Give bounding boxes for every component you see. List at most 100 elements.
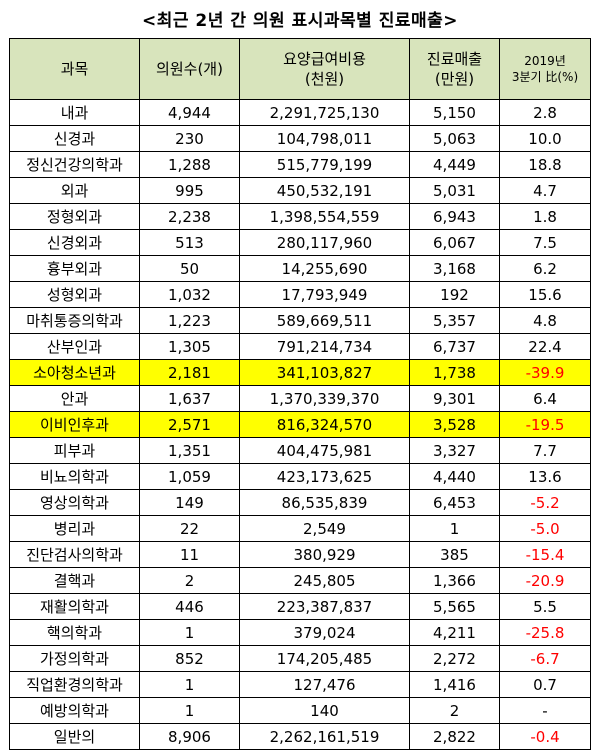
cell-clinics: 513	[139, 229, 240, 256]
cell-ratio: 5.5	[499, 593, 591, 620]
cell-revenue: 5,031	[409, 177, 500, 204]
cell-dept: 정형외과	[9, 203, 140, 230]
cell-benefit: 589,669,511	[239, 307, 410, 334]
header-ratio: 2019년 3분기 比(%)	[499, 38, 591, 100]
cell-revenue: 4,449	[409, 151, 500, 178]
cell-clinics: 1,223	[139, 307, 240, 334]
cell-ratio: 18.8	[499, 151, 591, 178]
cell-benefit: 140	[239, 697, 410, 724]
table-row: 직업환경의학과 1 127,476 1,416 0.7	[9, 671, 591, 698]
cell-benefit: 515,779,199	[239, 151, 410, 178]
cell-clinics: 4,944	[139, 99, 240, 126]
cell-dept: 마취통증의학과	[9, 307, 140, 334]
cell-dept: 피부과	[9, 437, 140, 464]
cell-ratio: 6.4	[499, 385, 591, 412]
table-row: 흉부외과 50 14,255,690 3,168 6.2	[9, 255, 591, 282]
cell-revenue: 6,737	[409, 333, 500, 360]
cell-clinics: 22	[139, 515, 240, 542]
cell-benefit: 2,549	[239, 515, 410, 542]
cell-clinics: 2,238	[139, 203, 240, 230]
table-row: 성형외과 1,032 17,793,949 192 15.6	[9, 281, 591, 308]
cell-revenue: 5,063	[409, 125, 500, 152]
cell-benefit: 404,475,981	[239, 437, 410, 464]
table-row: 정형외과 2,238 1,398,554,559 6,943 1.8	[9, 203, 591, 230]
cell-ratio: 4.7	[499, 177, 591, 204]
cell-dept: 병리과	[9, 515, 140, 542]
cell-dept: 안과	[9, 385, 140, 412]
cell-ratio: 10.0	[499, 125, 591, 152]
cell-clinics: 2,181	[139, 359, 240, 386]
cell-dept: 결핵과	[9, 567, 140, 594]
header-benefit: 요양급여비용 (천원)	[239, 38, 410, 100]
cell-revenue: 1,738	[409, 359, 500, 386]
cell-benefit: 791,214,734	[239, 333, 410, 360]
revenue-table: 과목 의원수(개) 요양급여비용 (천원) 진료매출 (만원) 2019년 3분기 比…	[9, 38, 591, 750]
cell-dept: 신경과	[9, 125, 140, 152]
cell-revenue: 6,943	[409, 203, 500, 230]
cell-benefit: 223,387,837	[239, 593, 410, 620]
cell-ratio: 2.8	[499, 99, 591, 126]
cell-dept: 외과	[9, 177, 140, 204]
table-row: 신경외과 513 280,117,960 6,067 7.5	[9, 229, 591, 256]
cell-benefit: 127,476	[239, 671, 410, 698]
cell-benefit: 1,398,554,559	[239, 203, 410, 230]
cell-revenue: 4,211	[409, 619, 500, 646]
cell-dept: 핵의학과	[9, 619, 140, 646]
cell-clinics: 8,906	[139, 723, 240, 750]
cell-revenue: 6,453	[409, 489, 500, 516]
cell-benefit: 245,805	[239, 567, 410, 594]
cell-revenue: 192	[409, 281, 500, 308]
cell-benefit: 17,793,949	[239, 281, 410, 308]
cell-ratio: 4.8	[499, 307, 591, 334]
cell-dept: 예방의학과	[9, 697, 140, 724]
cell-ratio: -39.9	[499, 359, 591, 386]
table-row: 신경과 230 104,798,011 5,063 10.0	[9, 125, 591, 152]
cell-benefit: 379,024	[239, 619, 410, 646]
cell-revenue: 1,366	[409, 567, 500, 594]
table-row: 영상의학과 149 86,535,839 6,453 -5.2	[9, 489, 591, 516]
cell-dept: 이비인후과	[9, 411, 140, 438]
cell-dept: 비뇨의학과	[9, 463, 140, 490]
cell-ratio: 13.6	[499, 463, 591, 490]
cell-benefit: 1,370,339,370	[239, 385, 410, 412]
cell-clinics: 1,305	[139, 333, 240, 360]
cell-benefit: 104,798,011	[239, 125, 410, 152]
cell-ratio: 6.2	[499, 255, 591, 282]
cell-revenue: 4,440	[409, 463, 500, 490]
table-row: 피부과 1,351 404,475,981 3,327 7.7	[9, 437, 591, 464]
table-row: 가정의학과 852 174,205,485 2,272 -6.7	[9, 645, 591, 672]
table-row: 외과 995 450,532,191 5,031 4.7	[9, 177, 591, 204]
table-header-row: 과목 의원수(개) 요양급여비용 (천원) 진료매출 (만원) 2019년 3분기 比…	[9, 38, 591, 100]
cell-dept: 흉부외과	[9, 255, 140, 282]
cell-benefit: 14,255,690	[239, 255, 410, 282]
cell-ratio: 0.7	[499, 671, 591, 698]
cell-ratio: 1.8	[499, 203, 591, 230]
cell-dept: 일반의	[9, 723, 140, 750]
cell-clinics: 230	[139, 125, 240, 152]
table-row: 마취통증의학과 1,223 589,669,511 5,357 4.8	[9, 307, 591, 334]
cell-dept: 내과	[9, 99, 140, 126]
cell-ratio: -15.4	[499, 541, 591, 568]
cell-ratio: -6.7	[499, 645, 591, 672]
cell-benefit: 174,205,485	[239, 645, 410, 672]
cell-revenue: 3,528	[409, 411, 500, 438]
cell-benefit: 280,117,960	[239, 229, 410, 256]
cell-ratio: -	[499, 697, 591, 724]
cell-revenue: 385	[409, 541, 500, 568]
cell-clinics: 1,351	[139, 437, 240, 464]
cell-benefit: 380,929	[239, 541, 410, 568]
table-row: 산부인과 1,305 791,214,734 6,737 22.4	[9, 333, 591, 360]
cell-clinics: 1	[139, 619, 240, 646]
table-row: 예방의학과 1 140 2-	[9, 697, 591, 724]
cell-revenue: 5,150	[409, 99, 500, 126]
table-row: 내과 4,944 2,291,725,130 5,150 2.8	[9, 99, 591, 126]
cell-ratio: -19.5	[499, 411, 591, 438]
cell-benefit: 450,532,191	[239, 177, 410, 204]
cell-dept: 성형외과	[9, 281, 140, 308]
cell-clinics: 1,288	[139, 151, 240, 178]
cell-ratio: -0.4	[499, 723, 591, 750]
cell-clinics: 446	[139, 593, 240, 620]
cell-dept: 신경외과	[9, 229, 140, 256]
cell-revenue: 2	[409, 697, 500, 724]
cell-dept: 산부인과	[9, 333, 140, 360]
